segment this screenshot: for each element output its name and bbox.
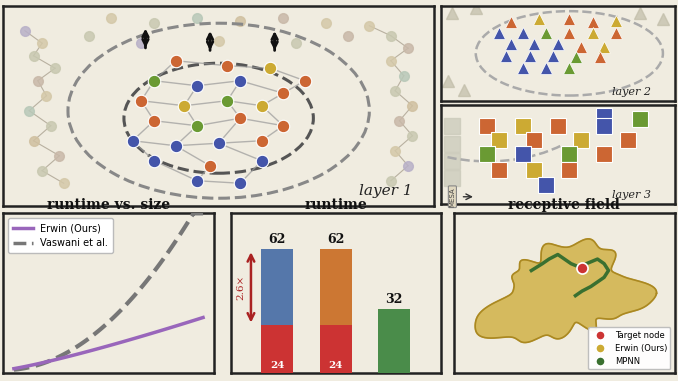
Text: 62: 62 (268, 234, 286, 247)
Text: layer 2: layer 2 (612, 87, 651, 97)
Bar (378, 309, 410, 373)
Text: 24: 24 (270, 362, 284, 370)
Bar (319, 249, 352, 325)
Title: receptive field: receptive field (508, 198, 620, 212)
Bar (319, 325, 352, 373)
Title: runtime vs. size: runtime vs. size (47, 198, 170, 212)
Text: MESA: MESA (450, 187, 456, 207)
Bar (261, 325, 294, 373)
Text: 62: 62 (327, 234, 344, 247)
Legend: Target node, Erwin (Ours), MPNN: Target node, Erwin (Ours), MPNN (588, 327, 671, 369)
Text: layer 1: layer 1 (359, 184, 412, 198)
Text: 2.6×: 2.6× (237, 275, 245, 300)
Legend: Erwin (Ours), Vaswani et al.: Erwin (Ours), Vaswani et al. (8, 218, 113, 253)
Bar (261, 249, 294, 325)
Polygon shape (475, 239, 656, 343)
Title: runtime: runtime (304, 198, 367, 212)
Text: layer 3: layer 3 (612, 190, 651, 200)
Text: 24: 24 (328, 362, 343, 370)
Text: 32: 32 (385, 293, 403, 306)
